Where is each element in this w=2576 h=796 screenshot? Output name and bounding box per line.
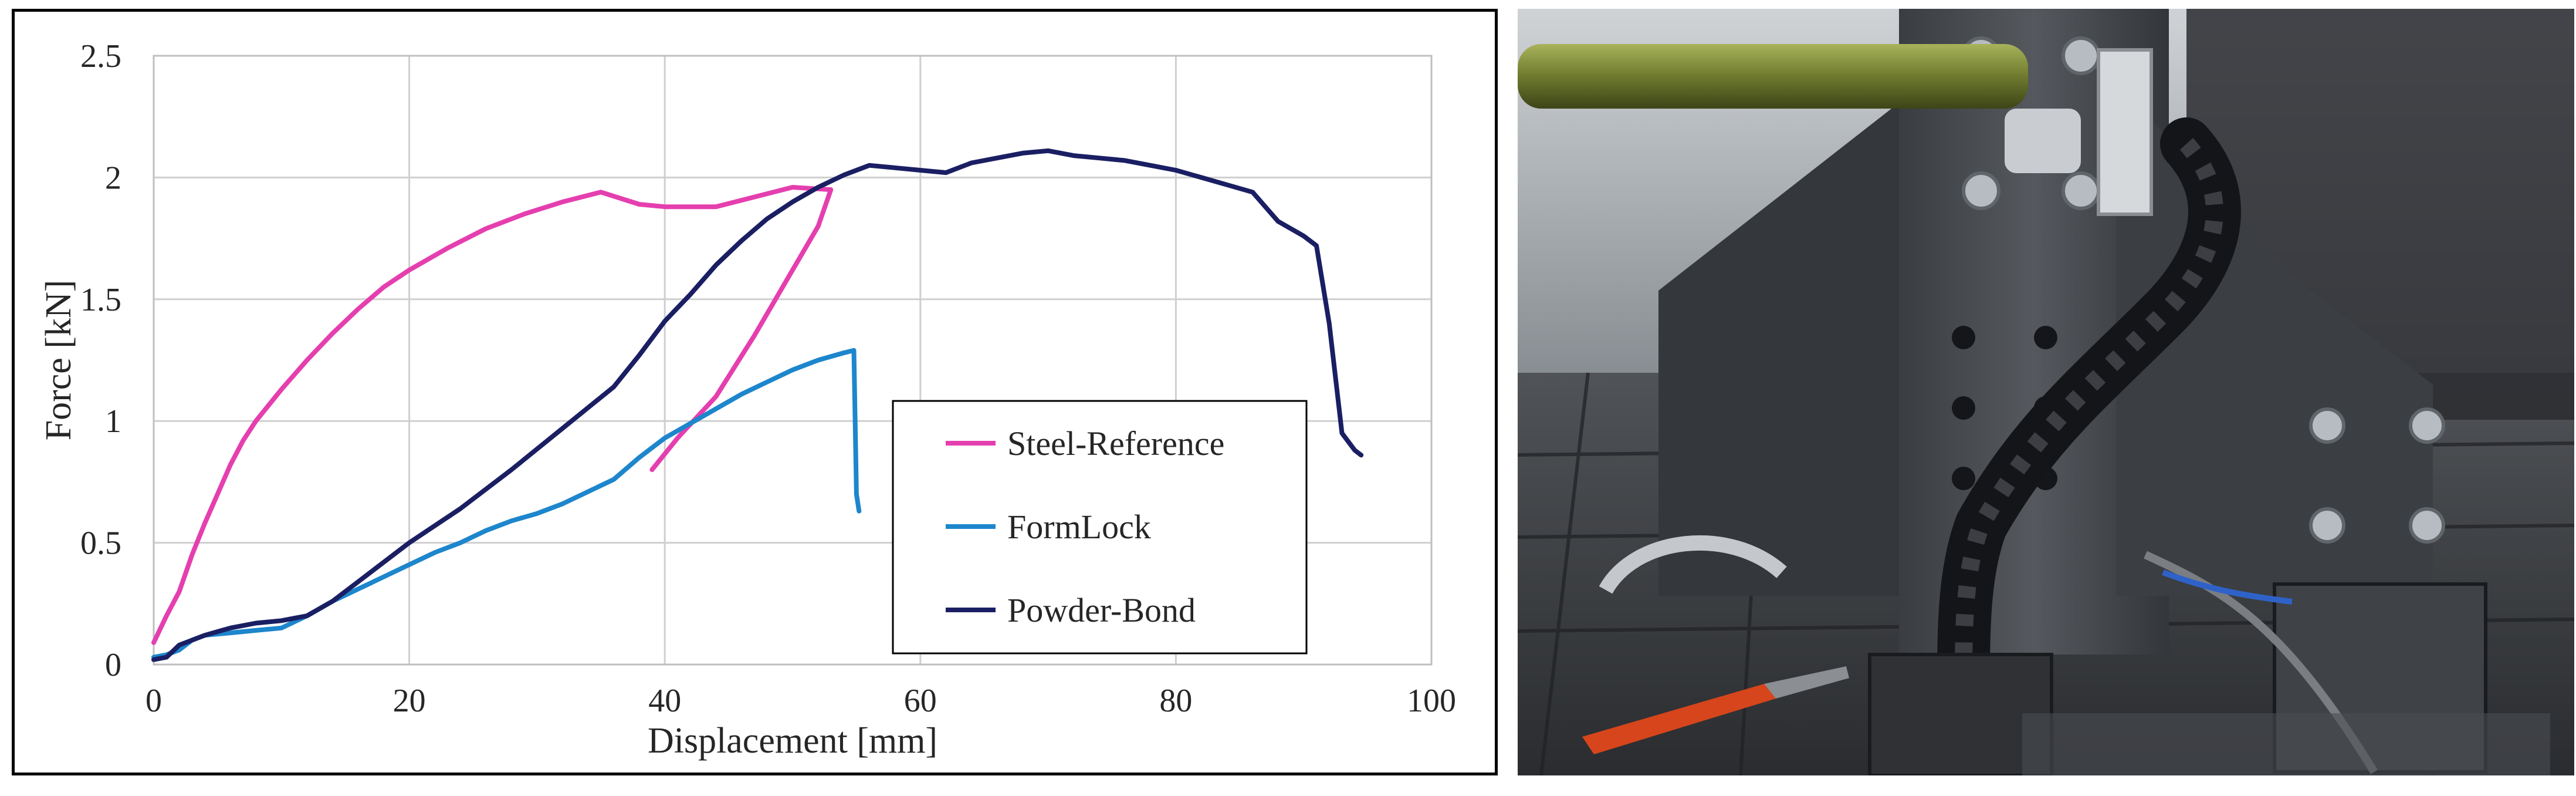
series-line-powder-bond <box>151 148 1364 662</box>
axis-layer <box>153 55 1433 666</box>
x-tick-label: 0 <box>145 683 162 719</box>
y-tick-label: 2.5 <box>80 38 121 75</box>
y-tick-label: 0 <box>105 647 121 683</box>
sensor-wire <box>2162 569 2293 605</box>
x-axis-label: Displacement [mm] <box>648 721 937 761</box>
series-line-formlock <box>151 348 862 660</box>
base-clamp <box>1868 653 2053 775</box>
x-tick-label: 80 <box>1159 683 1192 719</box>
legend-label: FormLock <box>1007 508 1151 546</box>
actuator-rod <box>1518 44 2028 109</box>
foreground-plate <box>2022 713 2550 775</box>
left-gusset <box>1658 103 1899 596</box>
tick-layer: 0 20 40 60 80 100 0 0.5 1 1.5 2 2.5 <box>80 38 1456 719</box>
x-tick-label: 20 <box>393 683 426 719</box>
lattice-pattern <box>1955 137 2223 690</box>
series-line-steel-reference <box>151 185 834 645</box>
legend: Steel-Reference FormLock Powder-Bond <box>892 400 1308 655</box>
y-axis-label: Force [kN] <box>39 280 79 441</box>
plot-frame <box>153 55 1433 666</box>
pliers-jaw <box>1764 666 1849 699</box>
legend-label: Powder-Bond <box>1007 591 1196 629</box>
x-tick-label: 100 <box>1407 683 1456 719</box>
test-rig-photo <box>1518 9 2574 775</box>
x-tick-label: 60 <box>904 683 937 719</box>
test-rig-photo-drawing <box>1518 9 2574 775</box>
y-tick-label: 1.5 <box>80 282 121 318</box>
x-tick-label: 40 <box>648 683 681 719</box>
series-layer <box>151 148 1364 662</box>
rod-end <box>2005 109 2081 173</box>
chart-svg: 0 20 40 60 80 100 0 0.5 1 1.5 2 2.5 Displacement [m… <box>39 38 1456 761</box>
y-tick-label: 1 <box>105 403 121 440</box>
y-tick-label: 2 <box>105 160 121 196</box>
legend-label: Steel-Reference <box>1007 424 1224 463</box>
clamp-plate <box>2097 48 2153 216</box>
pliers-handle <box>1582 684 1776 754</box>
y-tick-label: 0.5 <box>80 525 121 562</box>
toggle-clamp <box>1599 535 1787 594</box>
chart-panel: 0 20 40 60 80 100 0 0.5 1 1.5 2 2.5 Displacement [m… <box>12 9 1498 775</box>
